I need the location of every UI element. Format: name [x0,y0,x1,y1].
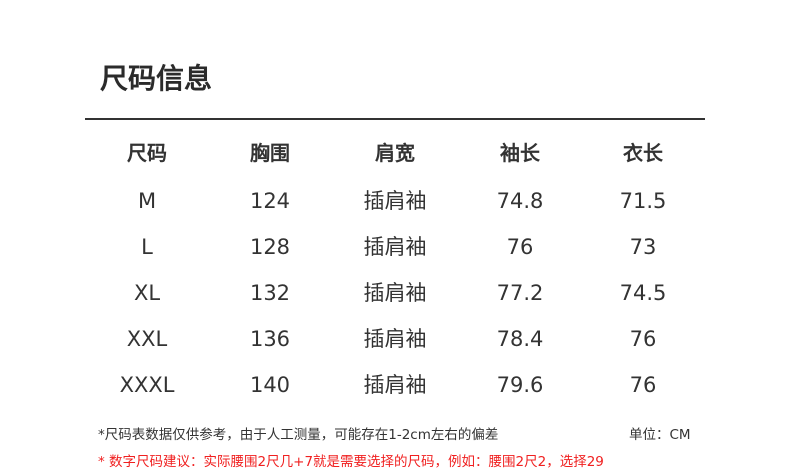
table-cell: M [137,189,157,213]
table-cell: 76 [629,373,657,397]
table-cell: 76 [629,327,657,351]
table-cell: 77.2 [496,281,544,305]
size-tip: * 数字尺码建议：实际腰围2尺几+7就是需要选择的尺码，例如：腰围2尺2，选择2… [98,454,604,470]
table-cell: 74.8 [496,189,544,213]
page-title: 尺码信息 [100,62,213,95]
table-row: XL 132 插肩袖 77.2 74.5 [0,278,790,308]
table-cell: 插肩袖 [363,373,427,397]
table-cell: 76 [506,235,534,259]
divider [85,118,705,120]
table-cell: 78.4 [496,327,544,351]
table-cell: 79.6 [496,373,544,397]
table-row: XXXL 140 插肩袖 79.6 76 [0,370,790,400]
unit-label: 单位：CM [629,427,691,443]
table-row: M 124 插肩袖 74.8 71.5 [0,186,790,216]
table-cell: L [141,235,153,259]
table-header: 尺码 胸围 肩宽 袖长 衣长 [0,138,790,168]
table-cell: 插肩袖 [363,281,427,305]
table-cell: XXL [126,327,168,351]
header-cell: 尺码 [127,141,167,165]
table-cell: 74.5 [619,281,667,305]
table-cell: 插肩袖 [363,327,427,351]
header-cell: 肩宽 [375,141,415,165]
table-cell: 71.5 [619,189,667,213]
header-cell: 衣长 [623,141,663,165]
table-cell: 73 [629,235,657,259]
table-cell: 124 [249,189,291,213]
header-cell: 胸围 [250,141,290,165]
table-cell: 插肩袖 [363,235,427,259]
table-cell: XXXL [119,373,175,397]
table-cell: 136 [249,327,291,351]
table-cell: 140 [249,373,291,397]
table-cell: 128 [249,235,291,259]
table-cell: XL [133,281,161,305]
table-cell: 132 [249,281,291,305]
header-cell: 袖长 [500,141,540,165]
table-cell: 插肩袖 [363,189,427,213]
table-row: L 128 插肩袖 76 73 [0,232,790,262]
disclaimer-note: *尺码表数据仅供参考，由于人工测量，可能存在1-2cm左右的偏差 [98,427,499,443]
table-row: XXL 136 插肩袖 78.4 76 [0,324,790,354]
